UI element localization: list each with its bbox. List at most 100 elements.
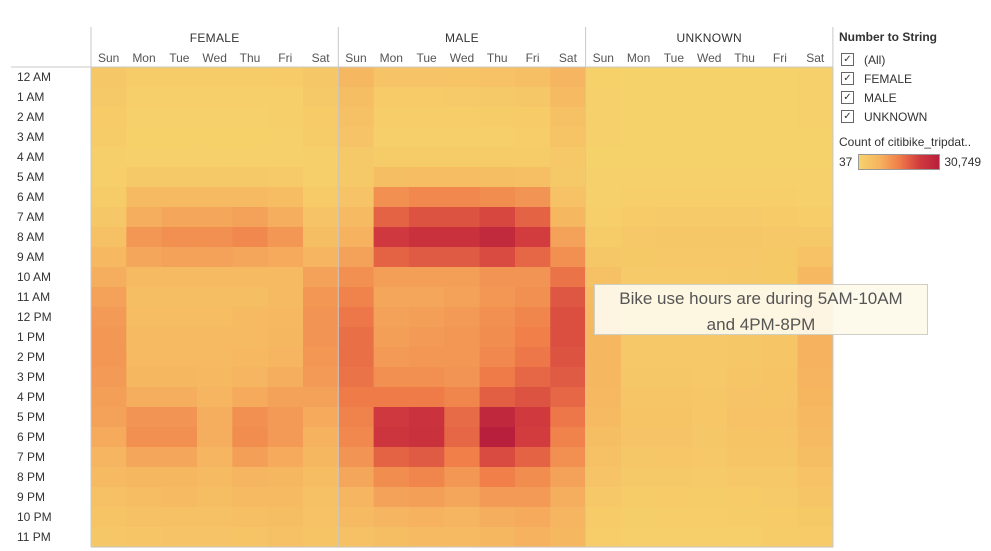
- heatmap-cell: [302, 187, 339, 208]
- heatmap-cell: [797, 527, 834, 548]
- heatmap-cell: [373, 427, 410, 448]
- heatmap-cell: [797, 67, 834, 88]
- heatmap-cell: [126, 447, 163, 468]
- heatmap-cell: [196, 287, 233, 308]
- heatmap-cell: [232, 487, 269, 508]
- heatmap-cell: [373, 307, 410, 328]
- heatmap-cell: [514, 327, 551, 348]
- heatmap-cell: [550, 247, 587, 268]
- heatmap-cell: [444, 107, 481, 128]
- heatmap-cell: [479, 207, 516, 228]
- heatmap-cell: [161, 227, 198, 248]
- heatmap-cell: [126, 207, 163, 228]
- heatmap-cell: [196, 367, 233, 388]
- heatmap-cell: [620, 347, 657, 368]
- heatmap-cell: [161, 287, 198, 308]
- heatmap-cell: [338, 387, 375, 408]
- heatmap-cell: [408, 287, 445, 308]
- heatmap-cell: [620, 467, 657, 488]
- heatmap-cell: [479, 427, 516, 448]
- heatmap-cell: [726, 507, 763, 528]
- heatmap-cell: [797, 367, 834, 388]
- heatmap-cell: [585, 407, 622, 428]
- heatmap-cell: [444, 247, 481, 268]
- hour-label: 7 AM: [17, 210, 44, 224]
- heatmap-cell: [585, 267, 622, 288]
- heatmap-cell: [126, 167, 163, 188]
- heatmap-cell: [91, 487, 127, 508]
- heatmap-cell: [797, 507, 834, 528]
- checkbox-icon[interactable]: ✓: [841, 72, 854, 85]
- heatmap-cell: [514, 467, 551, 488]
- heatmap-cell: [126, 107, 163, 128]
- heatmap-cell: [196, 247, 233, 268]
- heatmap-cell: [267, 227, 304, 248]
- heatmap-cell: [762, 167, 799, 188]
- heatmap-cell: [373, 447, 410, 468]
- hour-label: 11 AM: [17, 290, 50, 304]
- heatmap-cell: [656, 387, 693, 408]
- heatmap-cell: [691, 247, 728, 268]
- heatmap-cell: [267, 427, 304, 448]
- heatmap-cell: [620, 407, 657, 428]
- heatmap-cell: [91, 267, 127, 288]
- heatmap-cell: [373, 527, 410, 548]
- heatmap-cell: [656, 407, 693, 428]
- heatmap-cell: [444, 487, 481, 508]
- heatmap-cell: [444, 407, 481, 428]
- heatmap-cell: [691, 507, 728, 528]
- heatmap-cell: [408, 267, 445, 288]
- heatmap-cell: [91, 527, 127, 548]
- heatmap-cell: [726, 227, 763, 248]
- heatmap-cell: [196, 167, 233, 188]
- filter-item-female[interactable]: ✓ FEMALE: [839, 69, 989, 88]
- heatmap-cell: [302, 427, 339, 448]
- heatmap-cell: [161, 447, 198, 468]
- filter-item-male[interactable]: ✓ MALE: [839, 88, 989, 107]
- heatmap-cell: [726, 67, 763, 88]
- day-label: Mon: [132, 51, 155, 65]
- heatmap-cell: [550, 347, 587, 368]
- heatmap-cell: [126, 247, 163, 268]
- heatmap-cell: [302, 67, 339, 88]
- filter-item-all[interactable]: ✓ (All): [839, 50, 989, 69]
- heatmap-cell: [479, 147, 516, 168]
- heatmap-cell: [444, 167, 481, 188]
- heatmap-cell: [797, 347, 834, 368]
- heatmap-cell: [232, 387, 269, 408]
- filter-item-unknown[interactable]: ✓ UNKNOWN: [839, 107, 989, 126]
- heatmap-cell: [196, 127, 233, 148]
- checkbox-icon[interactable]: ✓: [841, 110, 854, 123]
- heatmap-cell: [91, 427, 127, 448]
- heatmap-cell: [126, 507, 163, 528]
- heatmap-cell: [797, 167, 834, 188]
- checkbox-icon[interactable]: ✓: [841, 91, 854, 104]
- heatmap-cell: [373, 407, 410, 428]
- heatmap-cell: [479, 527, 516, 548]
- heatmap-cell: [408, 427, 445, 448]
- heatmap-cell: [691, 187, 728, 208]
- heatmap-cell: [726, 247, 763, 268]
- heatmap-cell: [550, 67, 587, 88]
- heatmap-cell: [232, 507, 269, 528]
- heatmap-cell: [585, 367, 622, 388]
- heatmap-cell: [232, 527, 269, 548]
- heatmap-cell: [656, 487, 693, 508]
- annotation-box: Bike use hours are during 5AM-10AM and 4…: [594, 284, 928, 335]
- heatmap-cell: [373, 467, 410, 488]
- heatmap-cell: [762, 347, 799, 368]
- heatmap-cell: [762, 407, 799, 428]
- heatmap-cell: [373, 147, 410, 168]
- heatmap-cell: [762, 427, 799, 448]
- checkbox-icon[interactable]: ✓: [841, 53, 854, 66]
- heatmap-cell: [797, 87, 834, 108]
- heatmap-cell: [585, 347, 622, 368]
- heatmap-cell: [126, 67, 163, 88]
- heatmap-cell: [444, 187, 481, 208]
- day-label: Mon: [627, 51, 650, 65]
- heatmap-cell: [762, 247, 799, 268]
- heatmap-cell: [267, 67, 304, 88]
- hour-label: 10 AM: [17, 270, 51, 284]
- heatmap-cell: [267, 447, 304, 468]
- heatmap-cell: [691, 107, 728, 128]
